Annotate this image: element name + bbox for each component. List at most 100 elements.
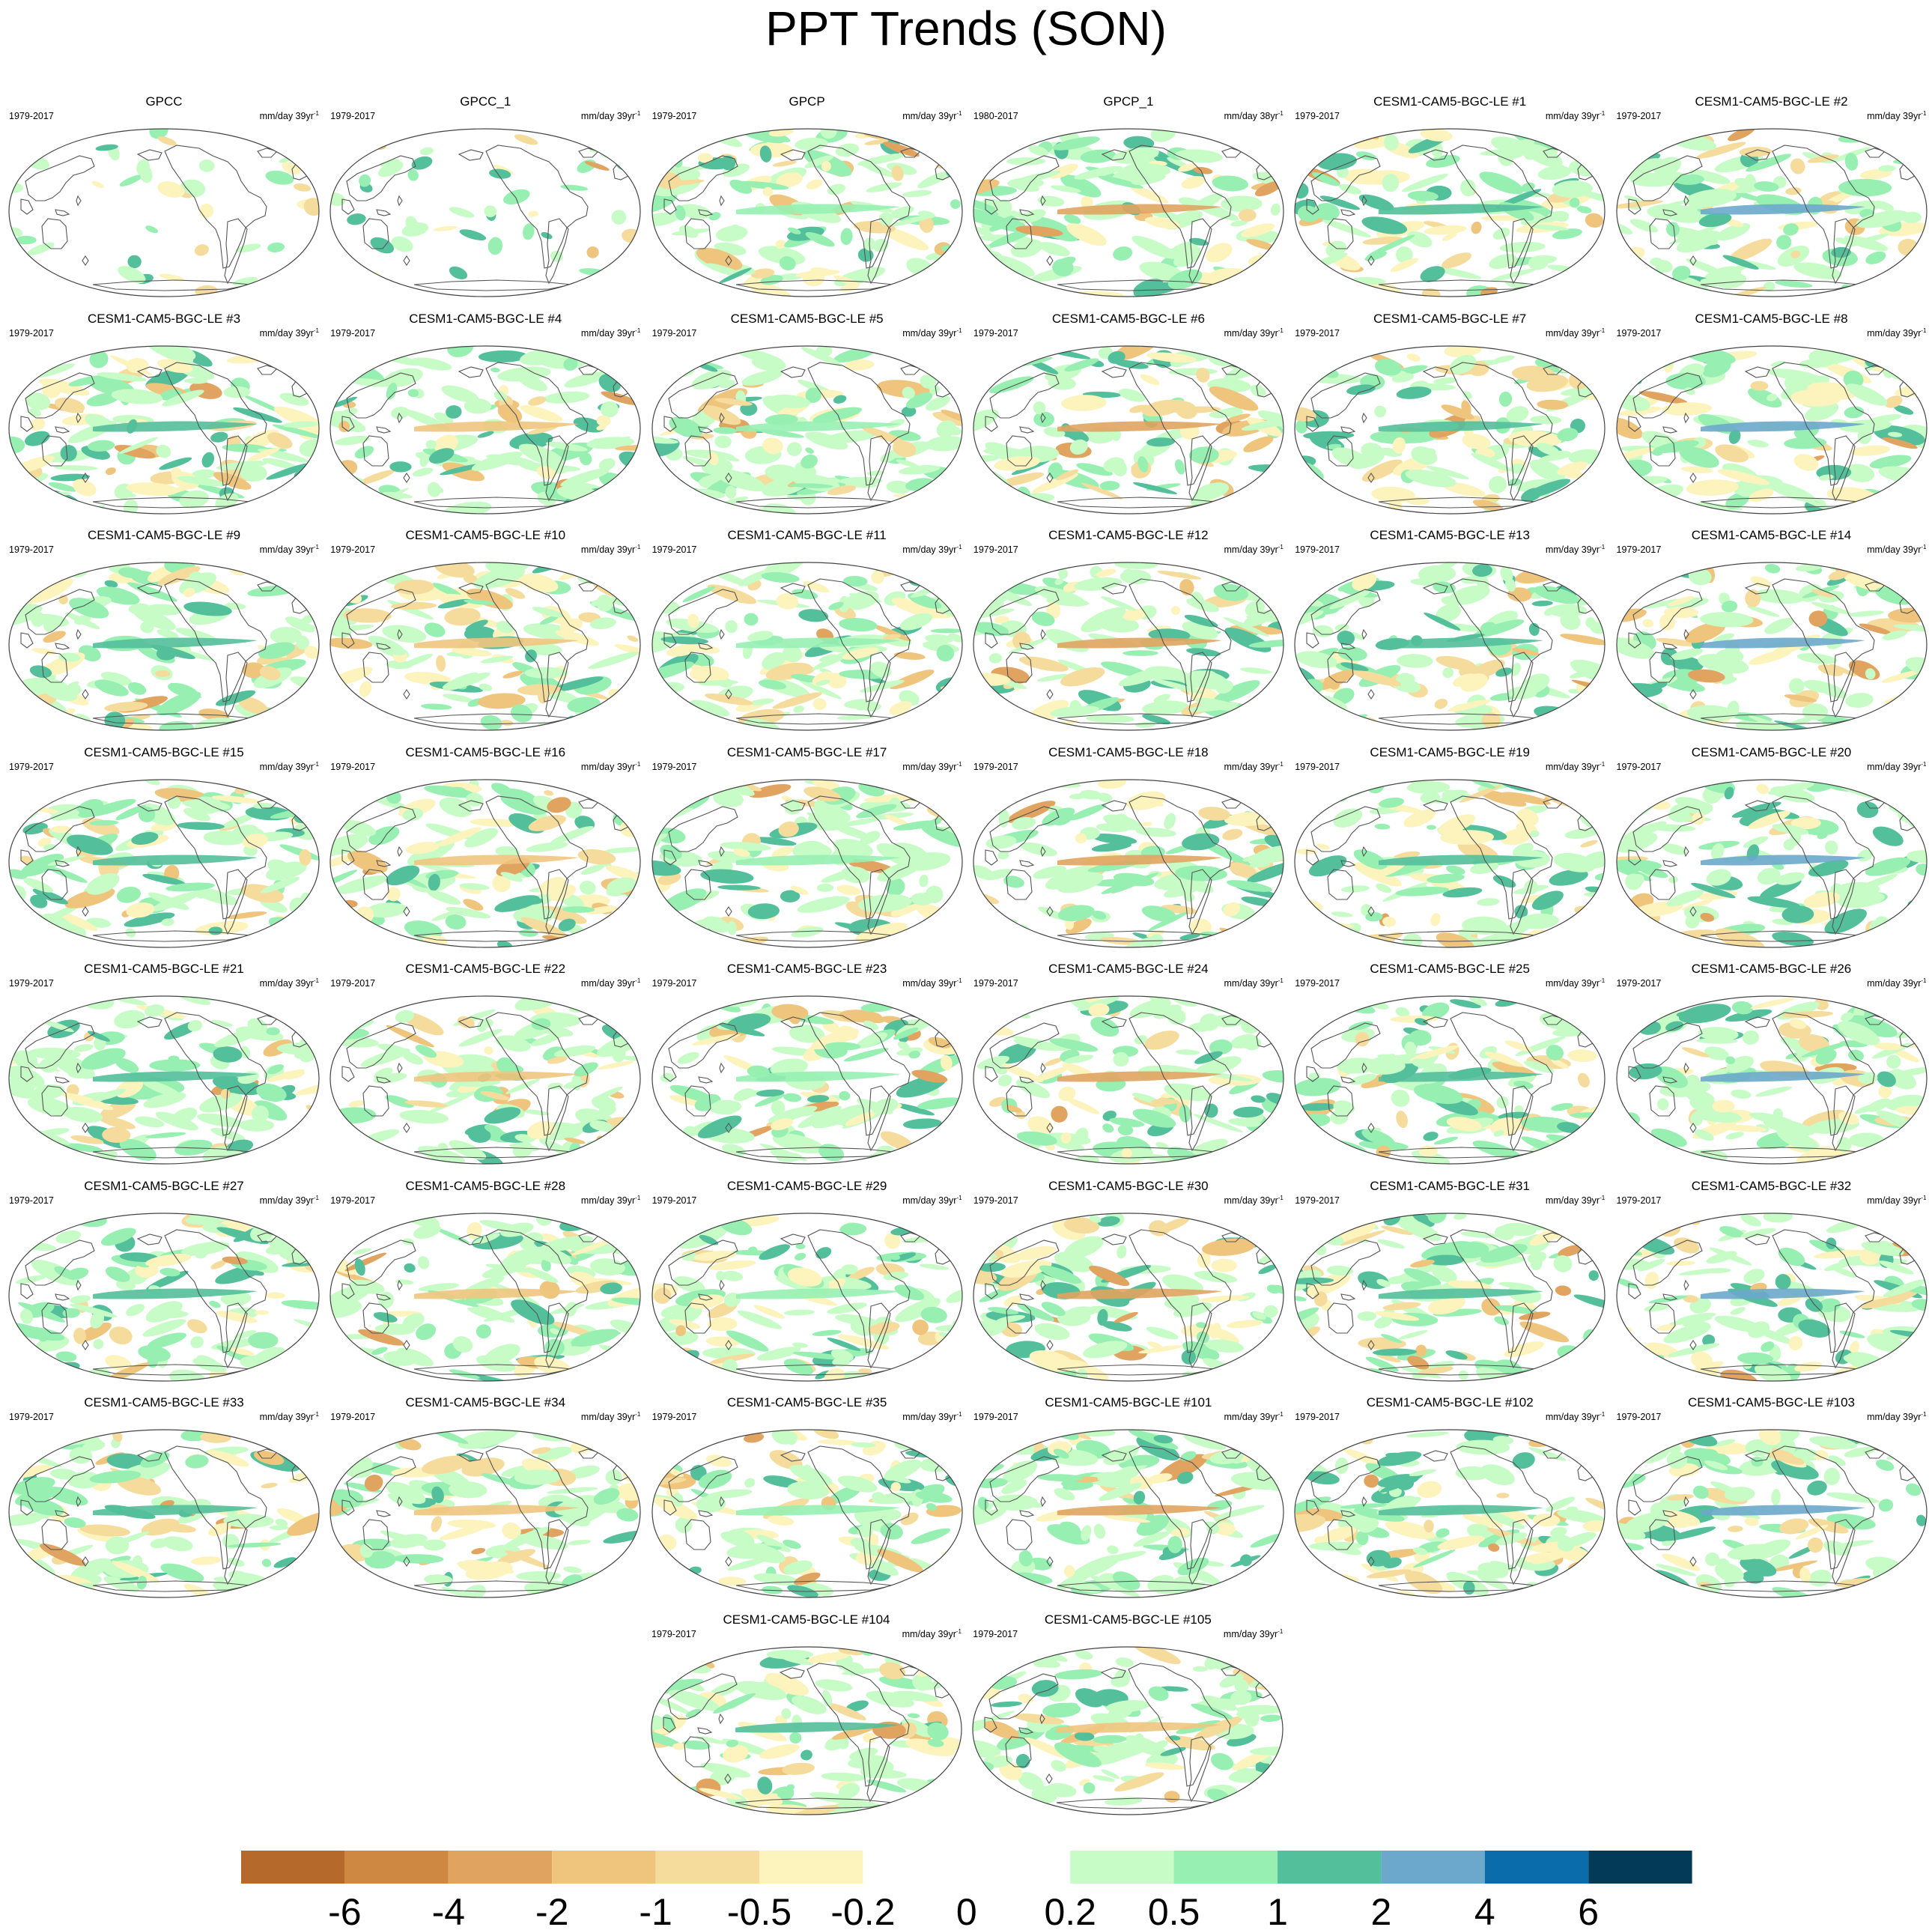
panel-title: CESM1-CAM5-BGC-LE #11 <box>727 528 887 542</box>
trend-patch <box>1118 388 1146 402</box>
trend-patch <box>1528 1152 1576 1164</box>
trend-patch <box>1230 220 1248 227</box>
trend-patch <box>1150 933 1164 945</box>
trend-patch <box>12 714 40 727</box>
trend-patch <box>812 698 827 710</box>
trend-patch <box>1495 997 1522 1007</box>
trend-patch <box>1591 917 1602 932</box>
panel-units-text: mm/day 39yr <box>580 761 636 772</box>
trend-patch <box>36 703 51 722</box>
trend-patch <box>848 593 881 603</box>
trend-patch <box>1173 1302 1212 1317</box>
trend-patch <box>1705 1268 1731 1273</box>
coastlines <box>20 1228 314 1376</box>
trend-patch <box>399 1110 449 1124</box>
trend-patch <box>391 406 410 419</box>
trend-patch <box>1316 788 1334 799</box>
trend-patch <box>1619 998 1632 1007</box>
trend-patch <box>1618 406 1662 416</box>
coastline <box>1221 148 1242 158</box>
trend-patch <box>1740 1214 1761 1227</box>
trend-patch <box>1737 1352 1773 1365</box>
trend-patch <box>1226 879 1273 892</box>
trend-patch <box>1442 887 1483 897</box>
coastline <box>1101 149 1127 161</box>
trend-patch <box>772 160 797 167</box>
trend-patch <box>1789 829 1801 846</box>
trend-patch <box>1546 1045 1564 1060</box>
trend-patch <box>1626 288 1650 297</box>
trend-patch <box>883 1215 931 1226</box>
trend-patch <box>804 431 848 449</box>
panel-title: CESM1-CAM5-BGC-LE #19 <box>1370 744 1530 759</box>
trend-patch <box>893 652 926 661</box>
trend-patch <box>840 866 870 883</box>
trend-patch <box>1750 380 1768 391</box>
trend-patch <box>418 1255 430 1269</box>
trend-patch <box>186 1318 207 1333</box>
trend-patch <box>484 1124 503 1135</box>
trend-patch <box>1731 801 1781 818</box>
map-panel: CESM1-CAM5-BGC-LE #18 1979-2017 mm/day 39y… <box>967 745 1289 959</box>
coastline <box>1744 365 1770 378</box>
trend-patch <box>1491 136 1528 154</box>
trend-patch <box>778 821 799 837</box>
map-panel: CESM1-CAM5-BGC-LE #19 1979-2017 mm/day 39y… <box>1289 745 1611 959</box>
coastline <box>1128 1228 1232 1353</box>
trend-patch <box>90 1311 105 1329</box>
trend-patch <box>24 1130 37 1141</box>
map-border <box>1294 1212 1606 1382</box>
panel-period: 1979-2017 <box>651 111 697 121</box>
coastline <box>346 1239 416 1286</box>
trend-patch <box>674 204 686 221</box>
trend-patch <box>126 902 155 917</box>
trend-patch <box>149 129 168 139</box>
trend-patch <box>1548 604 1588 618</box>
trend-patch <box>495 846 520 858</box>
map-panel: CESM1-CAM5-BGC-LE #10 1979-2017 mm/day 39y… <box>324 528 646 741</box>
trend-patch <box>1331 911 1353 917</box>
trend-patch <box>1650 1128 1687 1147</box>
trend-patch <box>1724 786 1734 799</box>
trend-patch <box>303 378 319 396</box>
trend-patch <box>1131 235 1177 259</box>
coastline <box>397 628 403 640</box>
coastline <box>989 805 1060 852</box>
trend-patch <box>973 455 1000 462</box>
coastline <box>25 805 95 852</box>
trend-patch <box>1138 1344 1183 1353</box>
trend-patch <box>1783 437 1826 449</box>
trend-patch <box>213 471 252 490</box>
trend-patch <box>980 1228 1016 1245</box>
trend-patch <box>1856 801 1878 818</box>
trend-patch <box>860 425 909 446</box>
coastline <box>485 1012 589 1136</box>
coastline <box>684 868 711 900</box>
trend-patch <box>1382 174 1400 192</box>
trend-patch <box>1887 359 1926 380</box>
trend-patch <box>479 350 528 362</box>
trend-patch <box>880 1131 914 1151</box>
trend-patch <box>563 356 578 371</box>
trend-patch <box>1235 497 1281 512</box>
coastline <box>1422 149 1448 161</box>
trend-patch <box>1846 383 1887 406</box>
trend-patch <box>416 1045 437 1058</box>
coastline <box>341 415 355 432</box>
coastline <box>1367 472 1375 483</box>
trend-patch <box>661 996 696 1007</box>
trend-patch <box>272 716 318 729</box>
trend-patch <box>1519 1311 1551 1320</box>
trend-patch <box>1763 281 1775 292</box>
trend-patch <box>58 652 81 662</box>
trend-patch <box>685 1373 735 1381</box>
coastline <box>899 1015 921 1025</box>
trend-patch <box>1056 469 1078 480</box>
map-panel: CESM1-CAM5-BGC-LE #17 1979-2017 mm/day 39y… <box>646 745 968 959</box>
trend-patch <box>1408 190 1439 201</box>
trend-patch <box>1394 1216 1442 1241</box>
trend-patch <box>258 779 291 798</box>
trend-patch <box>555 1151 580 1164</box>
trend-patch <box>446 906 491 918</box>
trend-patch <box>863 1020 878 1031</box>
